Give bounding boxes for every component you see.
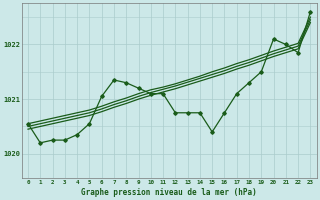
X-axis label: Graphe pression niveau de la mer (hPa): Graphe pression niveau de la mer (hPa) (81, 188, 257, 197)
